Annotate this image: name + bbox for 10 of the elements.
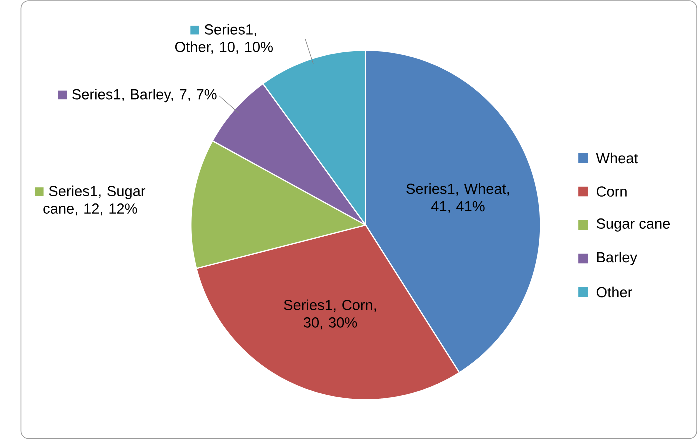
legend-label: Barley [597,252,638,266]
legend-label: Wheat [596,152,638,164]
data-label: Series1, Barley, 7, 7% [72,89,217,103]
data-label: Series1, Sugar cane, 12, 12% [44,186,146,216]
data-label: Series1, Wheat, 41, 41% [406,184,510,214]
data-label: Series1, Other, 10, 10% [175,24,274,54]
legend-label: Corn [596,186,627,197]
legend-label: Sugar cane [596,218,670,232]
legend-label: Other [596,286,632,298]
data-label: Series1, Corn, 30, 30% [284,300,376,330]
